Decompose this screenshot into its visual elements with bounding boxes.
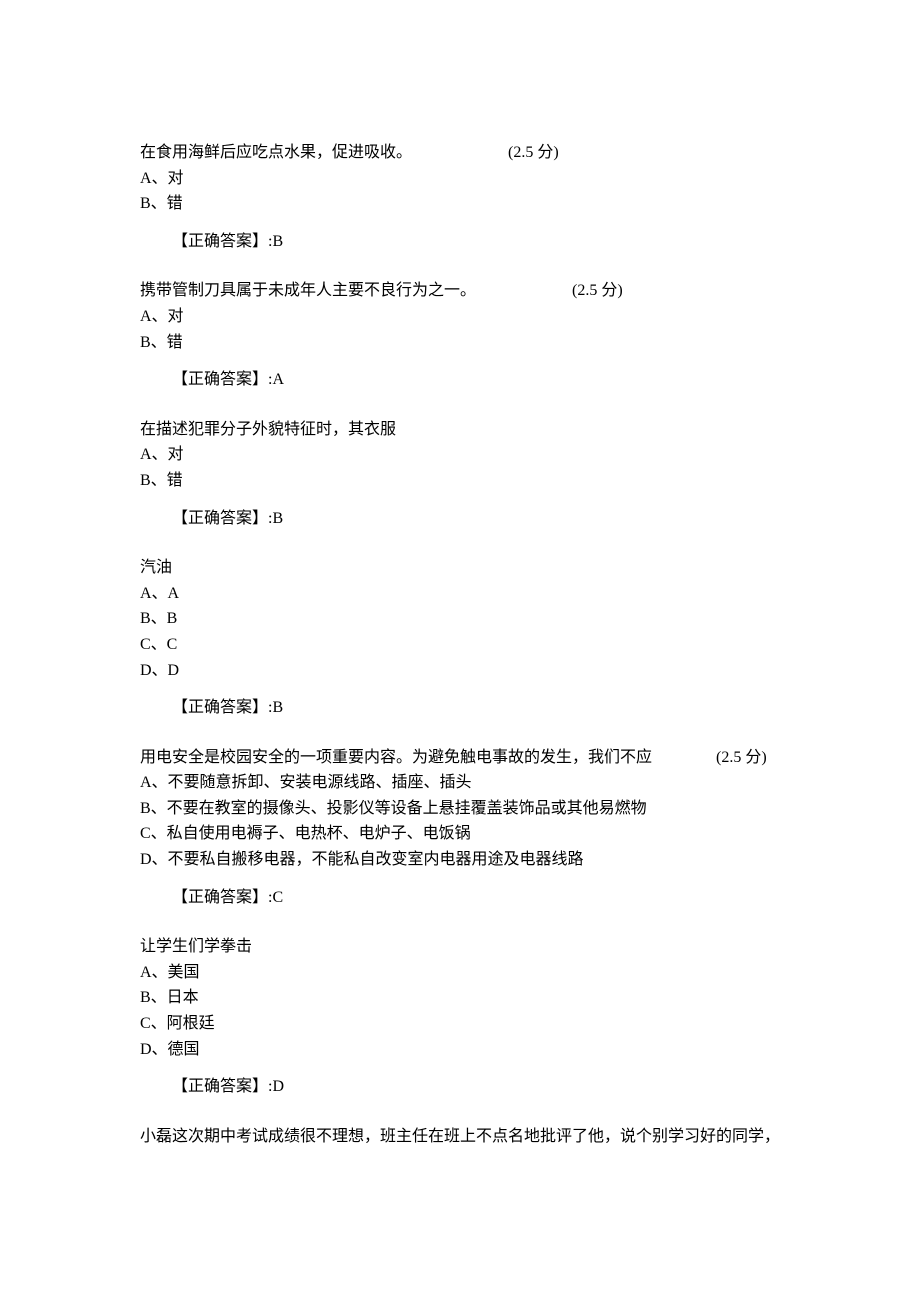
document-page: 在食用海鲜后应吃点水果，促进吸收。 (2.5 分) A、对 B、错 【正确答案】:… bbox=[0, 0, 920, 1302]
option-line: B、错 bbox=[140, 330, 780, 356]
answer-line: 【正确答案】:D bbox=[140, 1062, 780, 1100]
option-line: D、D bbox=[140, 658, 780, 684]
answer-value: C bbox=[272, 889, 283, 906]
option-line: A、对 bbox=[140, 166, 780, 192]
question-stem: 在食用海鲜后应吃点水果，促进吸收。 bbox=[140, 144, 412, 161]
option-line: C、阿根廷 bbox=[140, 1011, 780, 1037]
question-block: 在描述犯罪分子外貌特征时，其衣服 A、对 B、错 【正确答案】:B bbox=[140, 417, 780, 531]
question-points: (2.5 分) bbox=[716, 749, 767, 766]
option-line: A、对 bbox=[140, 304, 780, 330]
answer-value: B bbox=[272, 510, 283, 527]
question-text: 在食用海鲜后应吃点水果，促进吸收。 (2.5 分) bbox=[140, 140, 780, 166]
option-line: B、不要在教室的摄像头、投影仪等设备上悬挂覆盖装饰品或其他易燃物 bbox=[140, 796, 780, 822]
question-text: 让学生们学拳击 bbox=[140, 934, 780, 960]
question-text: 用电安全是校园安全的一项重要内容。为避免触电事故的发生，我们不应 (2.5 分) bbox=[140, 745, 780, 771]
question-points: (2.5 分) bbox=[572, 282, 623, 299]
question-block: 小磊这次期中考试成绩很不理想，班主任在班上不点名地批评了他，说个别学习好的同学， bbox=[140, 1124, 780, 1150]
answer-line: 【正确答案】:B bbox=[140, 683, 780, 721]
answer-line: 【正确答案】:B bbox=[140, 217, 780, 255]
question-block: 携带管制刀具属于未成年人主要不良行为之一。 (2.5 分) A、对 B、错 【正确… bbox=[140, 278, 780, 392]
option-line: C、私自使用电褥子、电热杯、电炉子、电饭锅 bbox=[140, 821, 780, 847]
option-line: B、日本 bbox=[140, 985, 780, 1011]
question-block: 在食用海鲜后应吃点水果，促进吸收。 (2.5 分) A、对 B、错 【正确答案】:… bbox=[140, 140, 780, 254]
answer-value: B bbox=[272, 699, 283, 716]
answer-value: D bbox=[272, 1078, 284, 1095]
option-line: D、不要私自搬移电器，不能私自改变室内电器用途及电器线路 bbox=[140, 847, 780, 873]
question-points: (2.5 分) bbox=[508, 144, 559, 161]
option-line: B、错 bbox=[140, 468, 780, 494]
answer-line: 【正确答案】:B bbox=[140, 494, 780, 532]
option-line: C、C bbox=[140, 632, 780, 658]
question-block: 汽油 A、A B、B C、C D、D 【正确答案】:B bbox=[140, 555, 780, 721]
answer-value: B bbox=[272, 233, 283, 250]
question-block: 让学生们学拳击 A、美国 B、日本 C、阿根廷 D、德国 【正确答案】:D bbox=[140, 934, 780, 1100]
option-line: D、德国 bbox=[140, 1037, 780, 1063]
question-text: 汽油 bbox=[140, 555, 780, 581]
option-line: A、A bbox=[140, 581, 780, 607]
question-stem: 让学生们学拳击 bbox=[140, 938, 252, 955]
option-line: A、对 bbox=[140, 442, 780, 468]
question-stem: 用电安全是校园安全的一项重要内容。为避免触电事故的发生，我们不应 bbox=[140, 749, 652, 766]
question-stem: 小磊这次期中考试成绩很不理想，班主任在班上不点名地批评了他，说个别学习好的同学， bbox=[140, 1128, 780, 1145]
option-line: B、B bbox=[140, 606, 780, 632]
answer-line: 【正确答案】:C bbox=[140, 873, 780, 911]
option-line: A、美国 bbox=[140, 960, 780, 986]
question-text: 小磊这次期中考试成绩很不理想，班主任在班上不点名地批评了他，说个别学习好的同学， bbox=[140, 1124, 780, 1150]
option-line: B、错 bbox=[140, 191, 780, 217]
question-text: 携带管制刀具属于未成年人主要不良行为之一。 (2.5 分) bbox=[140, 278, 780, 304]
question-stem: 汽油 bbox=[140, 559, 172, 576]
option-line: A、不要随意拆卸、安装电源线路、插座、插头 bbox=[140, 770, 780, 796]
question-text: 在描述犯罪分子外貌特征时，其衣服 bbox=[140, 417, 780, 443]
answer-value: A bbox=[272, 371, 284, 388]
question-stem: 在描述犯罪分子外貌特征时，其衣服 bbox=[140, 421, 396, 438]
answer-line: 【正确答案】:A bbox=[140, 355, 780, 393]
question-stem: 携带管制刀具属于未成年人主要不良行为之一。 bbox=[140, 282, 476, 299]
question-block: 用电安全是校园安全的一项重要内容。为避免触电事故的发生，我们不应(2.5 分) … bbox=[140, 745, 780, 911]
